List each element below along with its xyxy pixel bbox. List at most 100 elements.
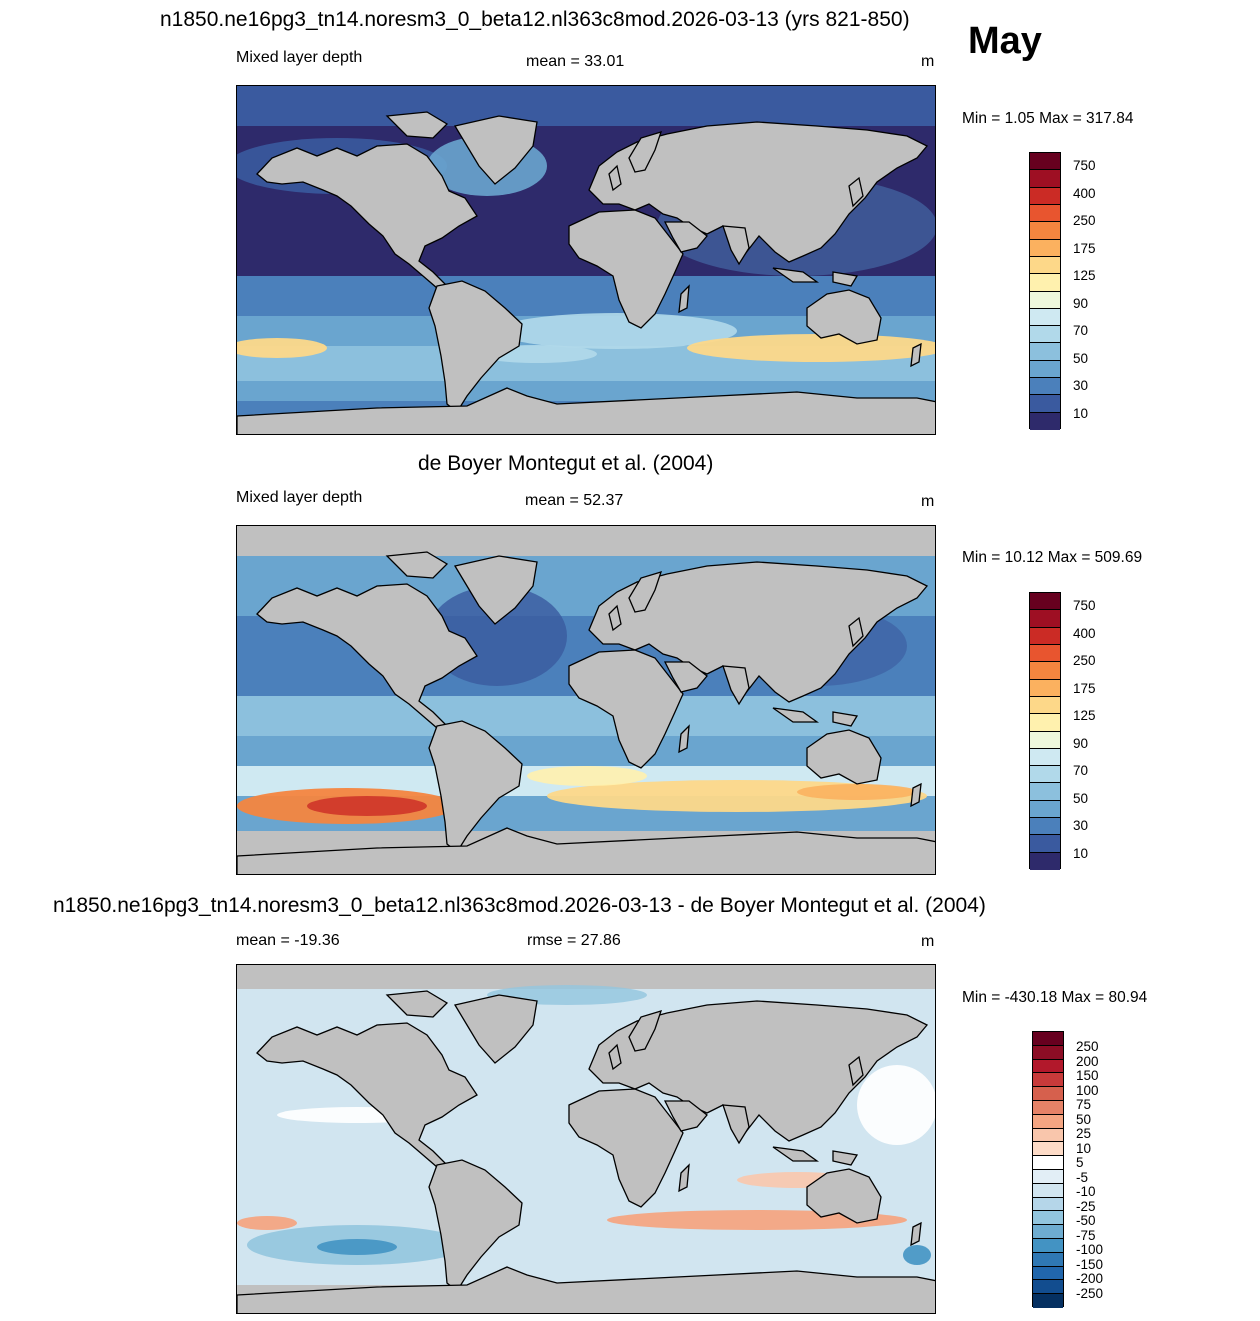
- colorbar-swatch: [1030, 291, 1060, 309]
- colorbar-swatch: [1033, 1087, 1063, 1101]
- panel2-minmax: Min = 10.12 Max = 509.69: [962, 549, 1143, 566]
- colorbar-swatch: [1030, 204, 1060, 223]
- panel3-map: [236, 964, 936, 1314]
- land-outline: [428, 280, 523, 413]
- colorbar-swatch: [1033, 1059, 1063, 1074]
- colorbar-swatch: [1030, 644, 1060, 663]
- colorbar-swatch: [1030, 593, 1060, 611]
- colorbar-tick-label: -75: [1076, 1227, 1096, 1243]
- colorbar-tick-label: 75: [1076, 1097, 1092, 1112]
- land-outline: [663, 221, 708, 253]
- land-outline: [832, 711, 859, 727]
- colorbar-tick-label: 175: [1073, 240, 1096, 256]
- colorbar-swatch: [1030, 412, 1060, 430]
- colorbar-swatch: [1030, 326, 1060, 344]
- land-outline: [722, 225, 750, 266]
- land-outline: [910, 1221, 922, 1247]
- colorbar-tick-label: 200: [1076, 1053, 1099, 1069]
- panel3-colorbar: [1032, 1031, 1064, 1308]
- colorbar-tick-label: 400: [1073, 185, 1096, 201]
- colorbar-swatch: [1030, 239, 1060, 257]
- colorbar-swatch: [1030, 153, 1060, 171]
- colorbar-swatch: [1030, 343, 1060, 361]
- land-outline: [628, 571, 663, 613]
- land-outline: [608, 164, 622, 192]
- land-outline: [588, 121, 929, 263]
- panel1-mean-label: mean = 33.01: [526, 53, 625, 70]
- land-outline: [848, 1055, 864, 1087]
- colorbar-swatch: [1030, 662, 1060, 680]
- land-outline: [428, 720, 523, 853]
- colorbar-swatch: [1030, 852, 1060, 870]
- colorbar-swatch: [1033, 1156, 1063, 1170]
- colorbar-tick-label: -5: [1076, 1169, 1089, 1185]
- colorbar-tick-label: 10: [1073, 405, 1089, 421]
- land-outline: [663, 1100, 708, 1132]
- colorbar-tick-label: -10: [1076, 1184, 1096, 1199]
- colorbar-tick-label: 400: [1073, 625, 1096, 641]
- land-outline: [588, 1000, 929, 1142]
- colorbar-swatch: [1030, 308, 1060, 327]
- colorbar-swatch: [1033, 1142, 1063, 1157]
- land-outline: [722, 1104, 750, 1145]
- land-outline: [453, 555, 538, 625]
- panel2-variable-label: Mixed layer depth: [236, 489, 363, 506]
- land-outline: [237, 827, 935, 874]
- land-outline: [608, 1043, 622, 1071]
- colorbar-tick-label: 5: [1076, 1155, 1084, 1170]
- land-outline: [256, 143, 478, 289]
- colorbar-tick-label: 750: [1073, 598, 1096, 613]
- colorbar-tick-label: 90: [1073, 295, 1089, 311]
- colorbar-tick-label: 250: [1073, 213, 1096, 228]
- land-outline: [256, 1022, 478, 1168]
- colorbar-swatch: [1030, 818, 1060, 836]
- panel1-map: [236, 85, 936, 435]
- land-outline: [722, 665, 750, 706]
- land-outline: [608, 604, 622, 632]
- colorbar-tick-label: -200: [1076, 1271, 1104, 1286]
- land-outline: [385, 551, 449, 579]
- land-outline: [588, 561, 929, 703]
- colorbar-swatch: [1030, 766, 1060, 784]
- month-label: May: [968, 20, 1042, 62]
- colorbar-swatch: [1033, 1100, 1063, 1115]
- land-outline: [237, 1266, 935, 1313]
- colorbar-tick-label: -250: [1076, 1285, 1104, 1301]
- colorbar-swatch: [1030, 378, 1060, 396]
- panel2-units: m: [921, 493, 935, 510]
- colorbar-swatch: [1030, 395, 1060, 413]
- colorbar-swatch: [1033, 1032, 1063, 1046]
- panel3-title: n1850.ne16pg3_tn14.noresm3_0_beta12.nl36…: [53, 894, 986, 917]
- land-outline: [237, 387, 935, 434]
- colorbar-tick-label: 30: [1073, 818, 1089, 833]
- colorbar-swatch: [1033, 1045, 1063, 1060]
- panel3-minmax: Min = -430.18 Max = 80.94: [962, 989, 1148, 1006]
- colorbar-tick-label: 50: [1076, 1111, 1092, 1127]
- colorbar-swatch: [1033, 1128, 1063, 1143]
- colorbar-swatch: [1033, 1211, 1063, 1226]
- colorbar-swatch: [1030, 274, 1060, 292]
- colorbar-tick-label: 50: [1073, 790, 1089, 806]
- colorbar-tick-label: 30: [1073, 378, 1089, 393]
- colorbar-swatch: [1030, 256, 1060, 275]
- land-outline: [678, 724, 690, 754]
- colorbar-tick-label: 175: [1073, 680, 1096, 696]
- land-outline: [453, 115, 538, 185]
- colorbar-swatch: [1030, 800, 1060, 819]
- panel3-units: m: [921, 933, 935, 950]
- main-title: n1850.ne16pg3_tn14.noresm3_0_beta12.nl36…: [160, 8, 910, 31]
- land-outline: [678, 1163, 690, 1193]
- colorbar-swatch: [1030, 187, 1060, 205]
- panel3-rmse-label: rmse = 27.86: [527, 932, 621, 949]
- colorbar-tick-label: 250: [1076, 1039, 1099, 1054]
- panel2-colorbar: [1029, 592, 1061, 870]
- land-outline: [772, 1146, 820, 1162]
- colorbar-tick-label: 70: [1073, 323, 1089, 338]
- land-outline: [772, 707, 820, 723]
- land-outline: [910, 342, 922, 368]
- land-outline: [256, 583, 478, 729]
- colorbar-tick-label: 150: [1076, 1068, 1099, 1083]
- panel1-units: m: [921, 53, 935, 70]
- land-outline: [832, 271, 859, 287]
- colorbar-tick-label: 70: [1073, 763, 1089, 778]
